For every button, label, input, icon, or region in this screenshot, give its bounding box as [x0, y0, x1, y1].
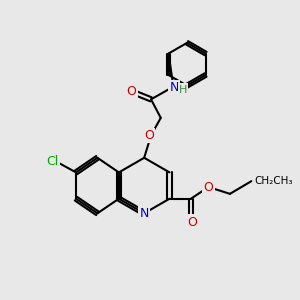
Text: Cl: Cl [46, 155, 59, 168]
Text: O: O [204, 181, 213, 194]
Text: CH₂CH₃: CH₂CH₃ [254, 176, 293, 186]
Text: N: N [140, 207, 149, 220]
Text: O: O [127, 85, 136, 98]
Text: H: H [179, 85, 187, 94]
Text: N: N [170, 81, 179, 94]
Text: O: O [187, 216, 197, 229]
Text: O: O [144, 129, 154, 142]
